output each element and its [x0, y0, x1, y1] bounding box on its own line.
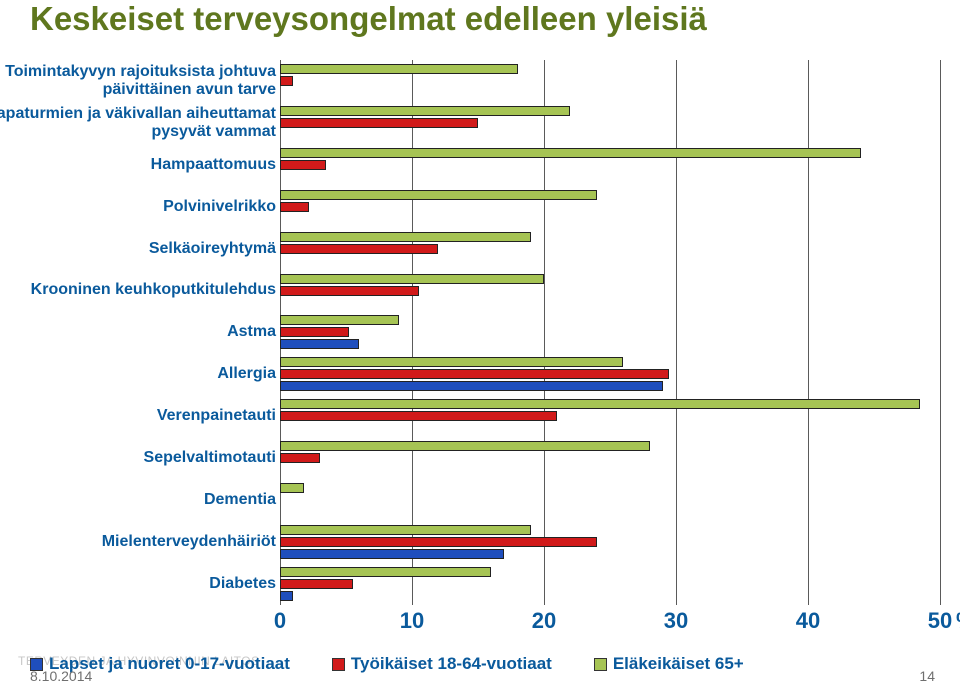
- chart-row: Selkäoireyhtymä: [0, 228, 960, 270]
- legend-label: Eläkeikäiset 65+: [613, 654, 744, 674]
- chart-row: Polvinivelrikko: [0, 186, 960, 228]
- chart-row: apaturmien ja väkivallan aiheuttamat pys…: [0, 102, 960, 144]
- bar: [280, 64, 518, 74]
- chart-row: Sepelvaltimotauti: [0, 437, 960, 479]
- bar: [280, 202, 309, 212]
- bar: [280, 339, 359, 349]
- chart-row: Verenpainetauti: [0, 395, 960, 437]
- x-axis-unit: %: [956, 608, 960, 634]
- bar-group: [280, 521, 940, 563]
- bar-group: [280, 311, 940, 353]
- bar: [280, 315, 399, 325]
- page-title: Keskeiset terveysongelmat edelleen yleis…: [30, 0, 707, 38]
- bar: [280, 483, 304, 493]
- bar: [280, 381, 663, 391]
- slide: Keskeiset terveysongelmat edelleen yleis…: [0, 0, 960, 687]
- bar: [280, 399, 920, 409]
- legend: Lapset ja nuoret 0-17-vuotiaatTyöikäiset…: [30, 654, 744, 674]
- category-label: Hampaattomuus: [151, 144, 276, 186]
- chart-row: Hampaattomuus: [0, 144, 960, 186]
- x-tick-label: 0: [274, 608, 286, 634]
- category-label: Astma: [227, 311, 276, 353]
- bar: [280, 441, 650, 451]
- bar: [280, 286, 419, 296]
- chart-row: Dementia: [0, 479, 960, 521]
- page-number: 14: [919, 668, 935, 684]
- bar: [280, 244, 438, 254]
- category-label: Diabetes: [209, 563, 276, 605]
- bar: [280, 549, 504, 559]
- x-tick-label: 40: [796, 608, 820, 634]
- bar: [280, 148, 861, 158]
- category-label: Dementia: [204, 479, 276, 521]
- category-label: apaturmien ja väkivallan aiheuttamat pys…: [0, 102, 276, 144]
- bar: [280, 453, 320, 463]
- x-tick-label: 20: [532, 608, 556, 634]
- legend-swatch: [332, 658, 345, 671]
- bar: [280, 106, 570, 116]
- chart-row: Krooninen keuhkoputkitulehdus: [0, 270, 960, 312]
- bar-group: [280, 479, 940, 521]
- bar: [280, 76, 293, 86]
- bar: [280, 232, 531, 242]
- bar-group: [280, 102, 940, 144]
- footer-date: 8.10.2014: [30, 668, 92, 684]
- bar: [280, 369, 669, 379]
- category-label: Toimintakyvyn rajoituksista johtuva päiv…: [5, 60, 276, 102]
- chart-rows: Toimintakyvyn rajoituksista johtuva päiv…: [0, 60, 960, 620]
- bar: [280, 327, 349, 337]
- legend-item: Eläkeikäiset 65+: [594, 654, 744, 674]
- bar: [280, 411, 557, 421]
- legend-item: Työikäiset 18-64-vuotiaat: [332, 654, 552, 674]
- bar-group: [280, 270, 940, 312]
- category-label: Mielenterveydenhäiriöt: [102, 521, 276, 563]
- bar-chart: Toimintakyvyn rajoituksista johtuva päiv…: [0, 60, 960, 620]
- x-tick-label: 30: [664, 608, 688, 634]
- bar-group: [280, 395, 940, 437]
- bar: [280, 537, 597, 547]
- bar-group: [280, 437, 940, 479]
- legend-swatch: [594, 658, 607, 671]
- chart-row: Toimintakyvyn rajoituksista johtuva päiv…: [0, 60, 960, 102]
- bar: [280, 274, 544, 284]
- bar-group: [280, 144, 940, 186]
- chart-row: Astma: [0, 311, 960, 353]
- bar-group: [280, 563, 940, 605]
- category-label: Selkäoireyhtymä: [149, 228, 276, 270]
- bar: [280, 591, 293, 601]
- category-label: Krooninen keuhkoputkitulehdus: [31, 270, 276, 312]
- x-tick-label: 10: [400, 608, 424, 634]
- category-label: Sepelvaltimotauti: [144, 437, 276, 479]
- category-label: Verenpainetauti: [157, 395, 276, 437]
- x-tick-label: 50: [928, 608, 952, 634]
- bar: [280, 525, 531, 535]
- bar: [280, 567, 491, 577]
- chart-row: Allergia: [0, 353, 960, 395]
- bar: [280, 118, 478, 128]
- bar-group: [280, 60, 940, 102]
- bar: [280, 357, 623, 367]
- chart-row: Diabetes: [0, 563, 960, 605]
- bar: [280, 579, 353, 589]
- bar: [280, 160, 326, 170]
- bar-group: [280, 353, 940, 395]
- legend-label: Työikäiset 18-64-vuotiaat: [351, 654, 552, 674]
- bar: [280, 190, 597, 200]
- category-label: Polvinivelrikko: [163, 186, 276, 228]
- bar-group: [280, 186, 940, 228]
- chart-row: Mielenterveydenhäiriöt: [0, 521, 960, 563]
- bar-group: [280, 228, 940, 270]
- category-label: Allergia: [217, 353, 276, 395]
